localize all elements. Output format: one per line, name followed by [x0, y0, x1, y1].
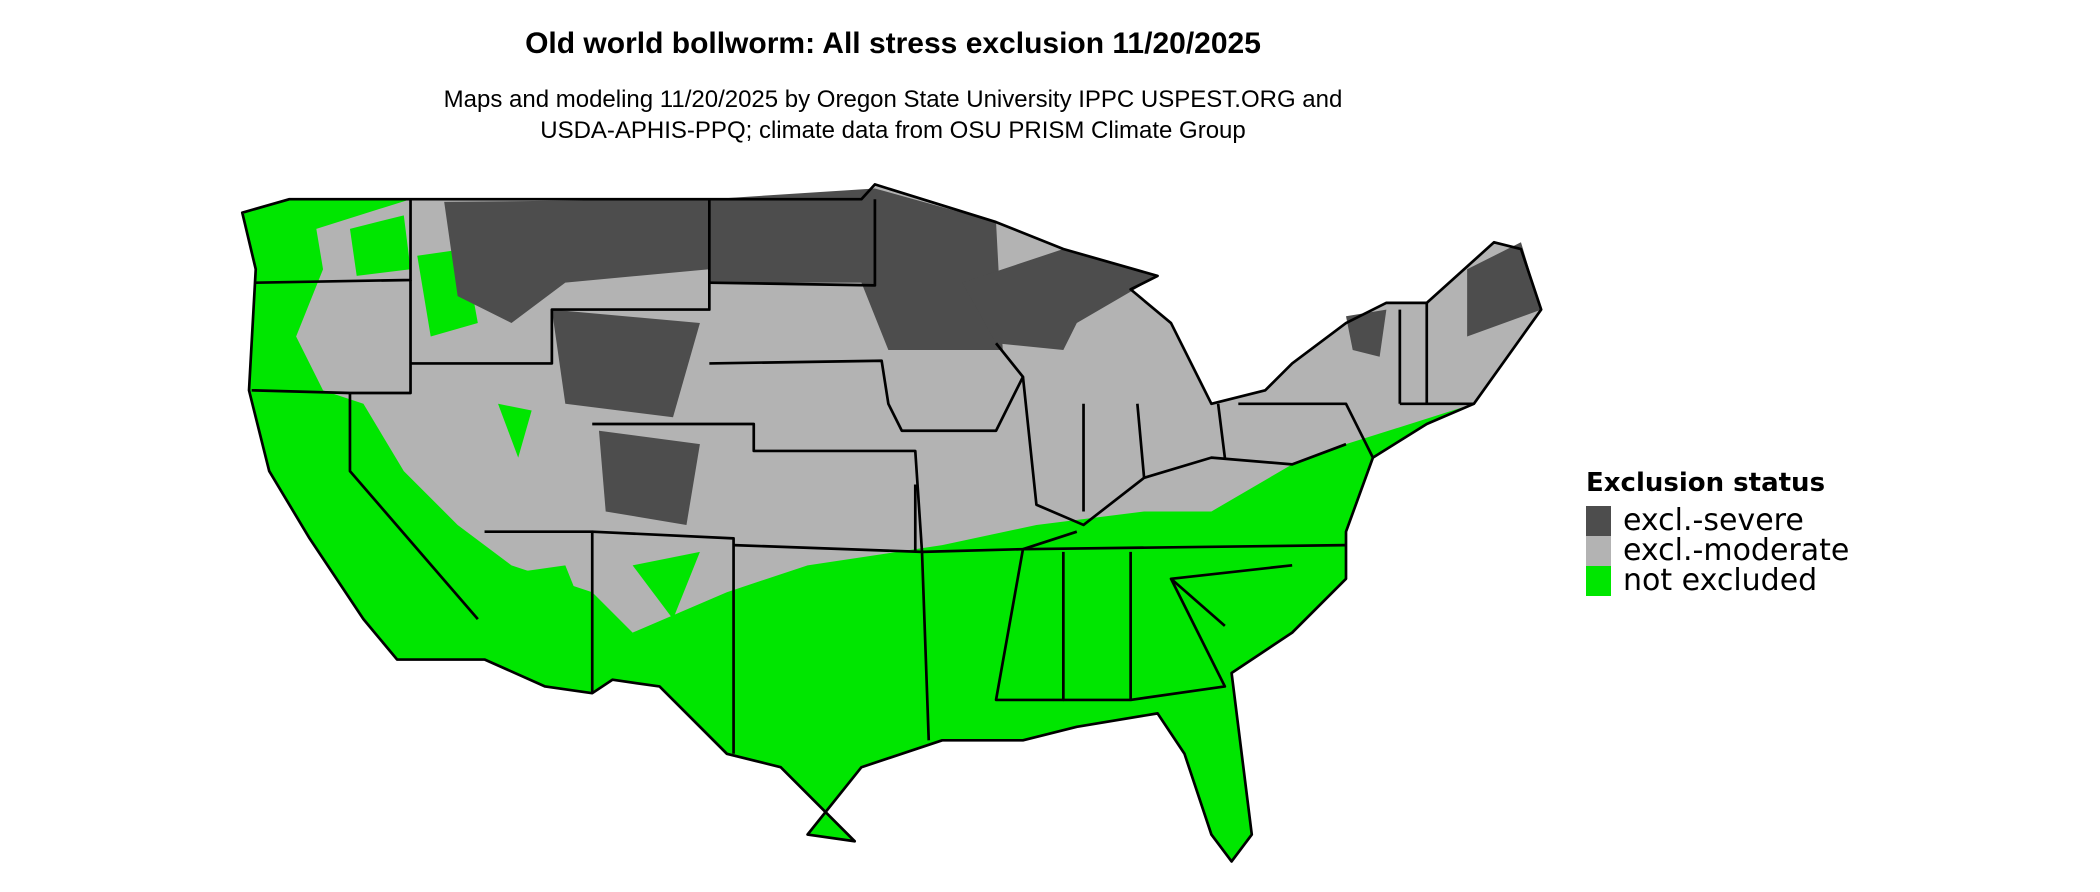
legend-label: excl.-severe: [1623, 503, 1804, 538]
not-excluded-patches: [349, 215, 700, 633]
map-subtitle-line1: Maps and modeling 11/20/2025 by Oregon S…: [443, 86, 1343, 113]
state-borders: [240, 183, 1543, 863]
legend-item-excl-moderate: excl.-moderate: [1586, 536, 1849, 566]
legend-swatch: [1586, 566, 1611, 596]
legend-label: excl.-moderate: [1623, 533, 1850, 568]
legend-title: Exclusion status: [1586, 468, 1826, 498]
map-title: Old world bollworm: All stress exclusion…: [525, 27, 1261, 60]
legend-item-not-excluded: not excluded: [1586, 566, 1849, 596]
legend-swatch: [1586, 506, 1611, 536]
map-subtitle-line2: USDA-APHIS-PPQ; climate data from OSU PR…: [540, 117, 1246, 144]
legend-item-excl-severe: excl.-severe: [1586, 506, 1849, 536]
legend: Exclusion status excl.-severe excl.-mode…: [1586, 468, 1849, 596]
region-excl-moderate: [296, 184, 1542, 633]
legend-swatch: [1586, 536, 1611, 566]
region-excl-severe: [444, 188, 1542, 525]
legend-label: not excluded: [1623, 563, 1818, 598]
